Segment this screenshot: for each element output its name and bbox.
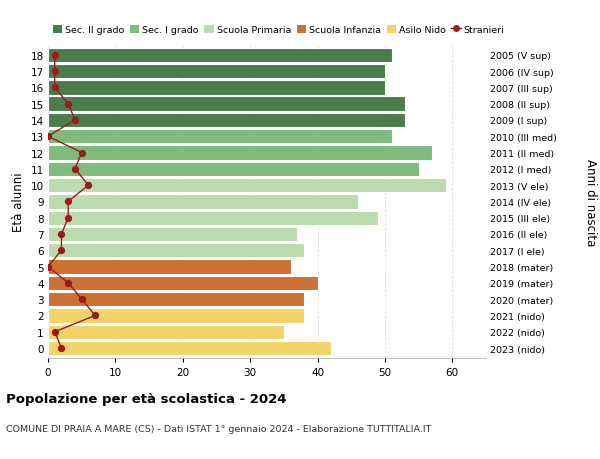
Bar — [48, 341, 331, 355]
Point — [64, 214, 73, 222]
Point — [64, 198, 73, 206]
Y-axis label: Età alunni: Età alunni — [12, 172, 25, 232]
Point — [83, 182, 93, 190]
Point — [43, 133, 53, 140]
Bar — [48, 130, 392, 144]
Point — [56, 345, 66, 352]
Bar — [48, 325, 284, 339]
Point — [43, 263, 53, 271]
Point — [77, 296, 86, 303]
Point — [50, 84, 59, 92]
Bar — [48, 162, 419, 177]
Bar — [48, 49, 392, 63]
Text: Anni di nascita: Anni di nascita — [584, 158, 597, 246]
Point — [91, 312, 100, 319]
Point — [64, 101, 73, 108]
Bar — [48, 97, 405, 112]
Legend: Sec. II grado, Sec. I grado, Scuola Primaria, Scuola Infanzia, Asilo Nido, Stran: Sec. II grado, Sec. I grado, Scuola Prim… — [53, 26, 505, 35]
Text: COMUNE DI PRAIA A MARE (CS) - Dati ISTAT 1° gennaio 2024 - Elaborazione TUTTITAL: COMUNE DI PRAIA A MARE (CS) - Dati ISTAT… — [6, 425, 431, 434]
Point — [56, 247, 66, 254]
Bar — [48, 244, 304, 258]
Bar — [48, 211, 378, 225]
Text: Popolazione per età scolastica - 2024: Popolazione per età scolastica - 2024 — [6, 392, 287, 405]
Point — [70, 166, 80, 173]
Bar — [48, 65, 385, 79]
Bar — [48, 195, 358, 209]
Point — [56, 231, 66, 238]
Point — [70, 117, 80, 124]
Bar — [48, 292, 304, 307]
Bar — [48, 276, 317, 291]
Bar — [48, 81, 385, 95]
Bar — [48, 227, 298, 241]
Point — [77, 150, 86, 157]
Bar — [48, 146, 432, 160]
Bar — [48, 179, 446, 193]
Point — [50, 52, 59, 59]
Bar — [48, 308, 304, 323]
Point — [64, 280, 73, 287]
Bar — [48, 260, 290, 274]
Point — [50, 68, 59, 76]
Point — [50, 328, 59, 336]
Bar — [48, 113, 405, 128]
